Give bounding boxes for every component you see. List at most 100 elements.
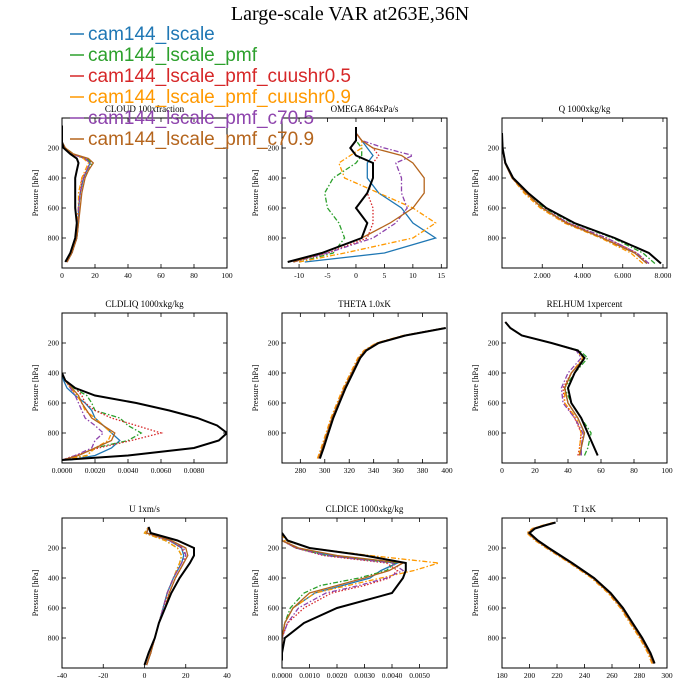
series-line-cam144_lscale_pmf_cuushr0.9 bbox=[143, 526, 183, 666]
series-line-cam144_lscale_pmf bbox=[504, 321, 592, 456]
y-tick-label: 800 bbox=[268, 429, 280, 438]
control-line bbox=[287, 127, 374, 263]
legend-entry: cam144_lscale_pmf_c70.5 bbox=[70, 108, 314, 129]
y-tick-label: 800 bbox=[48, 634, 60, 643]
y-tick-label: 600 bbox=[268, 204, 280, 213]
panel-title: RELHUM 1xpercent bbox=[547, 299, 623, 309]
x-tick-label: 40 bbox=[124, 271, 132, 280]
series-line-cam144_lscale bbox=[527, 521, 654, 664]
x-tick-label: 10 bbox=[409, 271, 417, 280]
y-tick-label: 400 bbox=[48, 574, 60, 583]
x-tick-label: 0 bbox=[143, 671, 147, 680]
y-tick-label: 200 bbox=[48, 144, 60, 153]
x-tick-label: -20 bbox=[98, 671, 108, 680]
x-tick-label: 100 bbox=[661, 466, 673, 475]
series-lines bbox=[504, 321, 599, 456]
legend-label: cam144_lscale_pmf_cuushr0.5 bbox=[88, 66, 351, 87]
y-tick-label: 200 bbox=[488, 144, 500, 153]
x-tick-label: 300 bbox=[319, 466, 331, 475]
series-lines bbox=[62, 372, 227, 461]
y-tick-label: 800 bbox=[48, 429, 60, 438]
x-tick-label: 20 bbox=[91, 271, 99, 280]
series-line-cam144_lscale_pmf_cuushr0.5 bbox=[62, 372, 164, 461]
panel-3: Q 1000xkg/kg Pressure [hPa] 200 400 600 800 2.… bbox=[471, 104, 672, 280]
y-tick-label: 800 bbox=[488, 234, 500, 243]
y-tick-label: 800 bbox=[48, 234, 60, 243]
x-tick-label: 180 bbox=[496, 671, 508, 680]
series-line-cam144_lscale_pmf_c70.9 bbox=[527, 521, 654, 664]
panel-title: U 1xm/s bbox=[129, 504, 160, 514]
x-tick-label: 200 bbox=[524, 671, 536, 680]
x-tick-label: 20 bbox=[182, 671, 190, 680]
series-line-cam144_lscale_pmf bbox=[527, 521, 654, 664]
y-axis-label: Pressure [hPa] bbox=[471, 364, 480, 411]
figure-title: Large-scale VAR at263E,36N bbox=[231, 3, 469, 25]
plot-frame bbox=[61, 312, 228, 464]
x-tick-label: 80 bbox=[630, 466, 638, 475]
panel-2: OMEGA 864xPa/s Pressure [hPa] 200 400 600 800… bbox=[251, 104, 448, 280]
legend-entry: cam144_lscale_pmf_cuushr0.5 bbox=[70, 66, 351, 87]
x-tick-label: 0.0040 bbox=[382, 671, 403, 680]
legend-label: cam144_lscale_pmf_cuushr0.9 bbox=[88, 87, 351, 108]
y-tick-label: 600 bbox=[268, 399, 280, 408]
x-tick-label: 40 bbox=[223, 671, 231, 680]
x-tick-label: 100 bbox=[221, 271, 233, 280]
x-tick-label: 0 bbox=[500, 466, 504, 475]
y-tick-label: 800 bbox=[488, 429, 500, 438]
legend-label: cam144_lscale_pmf bbox=[88, 45, 258, 66]
plot-frame bbox=[281, 517, 448, 669]
y-tick-label: 400 bbox=[488, 574, 500, 583]
plot-frame bbox=[281, 312, 448, 464]
series-line-cam144_lscale_pmf_c70.9 bbox=[62, 372, 116, 461]
y-tick-label: 200 bbox=[488, 544, 500, 553]
plot-frame bbox=[61, 117, 228, 269]
panel-title: OMEGA 864xPa/s bbox=[331, 104, 399, 114]
panel-title: THETA 1.0xK bbox=[338, 299, 391, 309]
y-tick-label: 600 bbox=[488, 604, 500, 613]
y-tick-label: 400 bbox=[268, 369, 280, 378]
x-tick-label: 0.0040 bbox=[118, 466, 139, 475]
series-line-cam144_lscale_pmf_c70.5 bbox=[502, 132, 650, 264]
x-tick-label: 300 bbox=[661, 671, 673, 680]
y-tick-label: 400 bbox=[268, 174, 280, 183]
x-tick-label: 80 bbox=[190, 271, 198, 280]
y-tick-label: 200 bbox=[268, 544, 280, 553]
y-axis-label: Pressure [hPa] bbox=[31, 364, 40, 411]
y-axis-label: Pressure [hPa] bbox=[251, 569, 260, 616]
plot-frame bbox=[501, 312, 668, 464]
legend-entry: cam144_lscale bbox=[70, 24, 215, 45]
panel-title: CLOUD 100xfraction bbox=[105, 104, 185, 114]
legend: cam144_lscalecam144_lscale_pmfcam144_lsc… bbox=[70, 24, 351, 150]
series-line-cam144_lscale_pmf_cuushr0.9 bbox=[525, 521, 653, 664]
control-line bbox=[62, 125, 80, 263]
control-line bbox=[318, 327, 446, 459]
x-tick-label: 360 bbox=[392, 466, 404, 475]
control-line bbox=[502, 132, 662, 265]
plot-frame bbox=[501, 517, 668, 669]
y-tick-label: 400 bbox=[488, 369, 500, 378]
series-lines bbox=[316, 327, 446, 459]
x-tick-label: 380 bbox=[417, 466, 429, 475]
x-tick-label: 2.000 bbox=[534, 271, 551, 280]
y-tick-label: 200 bbox=[488, 339, 500, 348]
x-tick-label: 15 bbox=[438, 271, 446, 280]
x-tick-label: 320 bbox=[344, 466, 356, 475]
series-line-cam144_lscale bbox=[318, 327, 445, 459]
y-axis-label: Pressure [hPa] bbox=[471, 169, 480, 216]
x-tick-label: 0.0050 bbox=[409, 671, 430, 680]
panel-6: RELHUM 1xpercent Pressure [hPa] 200 400 600 8… bbox=[471, 299, 673, 475]
control-line bbox=[282, 532, 407, 661]
x-tick-label: 220 bbox=[551, 671, 563, 680]
panel-title: T 1xK bbox=[573, 504, 597, 514]
series-line-cam144_lscale_pmf bbox=[143, 526, 183, 666]
series-line-cam144_lscale_pmf_cuushr0.9 bbox=[316, 327, 445, 459]
y-tick-label: 400 bbox=[268, 574, 280, 583]
y-axis-label: Pressure [hPa] bbox=[471, 569, 480, 616]
x-tick-label: 0 bbox=[354, 271, 358, 280]
y-tick-label: 600 bbox=[488, 399, 500, 408]
y-axis-label: Pressure [hPa] bbox=[31, 169, 40, 216]
x-tick-label: 60 bbox=[157, 271, 165, 280]
